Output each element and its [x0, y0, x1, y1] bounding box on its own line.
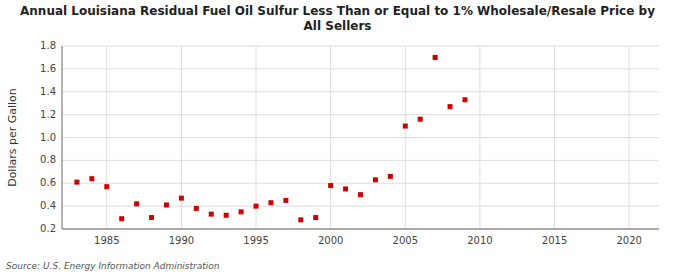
- point: [448, 104, 453, 109]
- point: [149, 215, 154, 220]
- x-grid-line: [181, 46, 182, 229]
- x-tick-label: 2005: [393, 235, 418, 246]
- x-tick-label: 1995: [243, 235, 268, 246]
- y-tick-label: 0.2: [40, 223, 56, 234]
- y-tick-label: 1.0: [40, 132, 56, 143]
- y-grid-line: [62, 91, 659, 92]
- point: [388, 174, 393, 179]
- point: [298, 217, 303, 222]
- source: Source: U.S. Energy Information Administ…: [6, 261, 220, 271]
- x-tick-label: 2010: [467, 235, 492, 246]
- point: [104, 184, 109, 189]
- y-axis-label: Dollars per Gallon: [6, 88, 19, 187]
- x-grid-line: [256, 46, 257, 229]
- y-grid-line: [62, 46, 659, 47]
- y-tick-label: 1.2: [40, 109, 56, 120]
- y-grid-line: [62, 206, 659, 207]
- y-axis-line: [62, 46, 63, 229]
- y-tick-label: 1.6: [40, 63, 56, 74]
- point: [418, 117, 423, 122]
- point: [462, 97, 467, 102]
- x-grid-line: [629, 46, 630, 229]
- tick-labels: 0.2 0.4 0.6 0.8 1.0 1.2 1.4 1.6 1.8 1985 1990 1995 2…: [40, 40, 642, 246]
- grid: [62, 46, 659, 229]
- title: Annual Louisiana Residual Fuel Oil Sulfu…: [20, 4, 655, 33]
- y-grid-line: [62, 160, 659, 161]
- y-tick-label: 1.4: [40, 86, 56, 97]
- points: [74, 55, 467, 222]
- point: [224, 213, 229, 218]
- y-tick-label: 1.8: [40, 40, 56, 51]
- y-tick-label: 0.6: [40, 177, 56, 188]
- point: [358, 192, 363, 197]
- point: [328, 183, 333, 188]
- x-tick-label: 2000: [318, 235, 343, 246]
- y-grid-line: [62, 68, 659, 69]
- point: [283, 198, 288, 203]
- x-grid-line: [405, 46, 406, 229]
- point: [164, 202, 169, 207]
- point: [119, 216, 124, 221]
- x-tick-label: 1990: [169, 235, 194, 246]
- x-axis-line: [62, 229, 659, 230]
- point: [433, 55, 438, 60]
- y-tick-label: 0.8: [40, 154, 56, 165]
- x-grid-line: [479, 46, 480, 229]
- x-tick-label: 1985: [94, 235, 119, 246]
- point: [343, 186, 348, 191]
- point: [209, 212, 214, 217]
- y-grid-line: [62, 183, 659, 184]
- point: [254, 204, 259, 209]
- y-grid-line: [62, 137, 659, 138]
- x-grid-line: [106, 46, 107, 229]
- point: [403, 124, 408, 129]
- y-grid-line: [62, 229, 659, 230]
- point: [239, 209, 244, 214]
- x-grid-line: [330, 46, 331, 229]
- point: [268, 200, 273, 205]
- point: [89, 176, 94, 181]
- point: [74, 180, 79, 185]
- point: [373, 177, 378, 182]
- x-tick-label: 2020: [616, 235, 641, 246]
- x-grid-line: [554, 46, 555, 229]
- y-tick-label: 0.4: [40, 200, 56, 211]
- y-grid-line: [62, 114, 659, 115]
- point: [194, 206, 199, 211]
- point: [313, 215, 318, 220]
- x-tick-label: 2015: [542, 235, 567, 246]
- chart: 0.2 0.4 0.6 0.8 1.0 1.2 1.4 1.6 1.8 1985 1990 1995 2…: [0, 0, 675, 275]
- point: [179, 196, 184, 201]
- point: [134, 201, 139, 206]
